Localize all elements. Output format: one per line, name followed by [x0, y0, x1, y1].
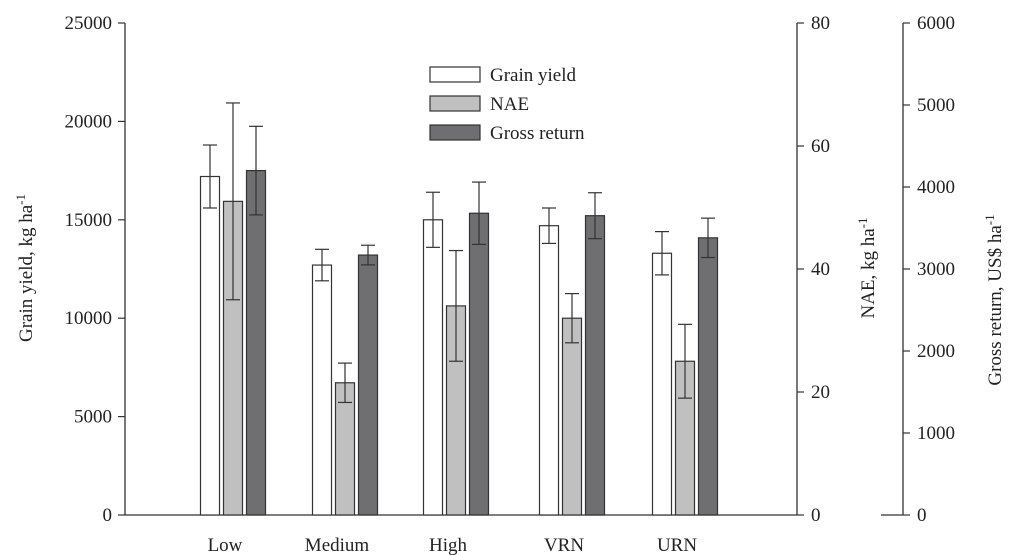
- bar: [651, 252, 673, 516]
- gross-tick-label: 0: [917, 505, 927, 526]
- error-bar: [565, 293, 579, 344]
- bar: [245, 170, 267, 516]
- error-bar: [472, 181, 486, 245]
- x-tick-label: VRN: [544, 535, 584, 556]
- gross-tick-label: 4000: [917, 177, 955, 198]
- error-bar: [361, 244, 375, 266]
- left-tick-label: 25000: [65, 13, 113, 34]
- gross-tick-label: 3000: [917, 259, 955, 280]
- error-bar: [542, 207, 556, 245]
- error-bar: [449, 249, 463, 362]
- nae-tick-label: 40: [811, 259, 830, 280]
- legend-label: Grain yield: [490, 65, 577, 86]
- gross-tick-label: 6000: [917, 13, 955, 34]
- bar: [468, 212, 490, 516]
- bar: [697, 237, 719, 516]
- bar: [357, 254, 379, 516]
- left-axis-title: Grain yield, kg ha-1: [13, 194, 38, 342]
- nae-tick-label: 20: [811, 382, 830, 403]
- bars-layer: [199, 102, 719, 516]
- x-tick-label: Low: [208, 535, 243, 556]
- error-bar: [588, 192, 602, 240]
- x-tick-label: URN: [657, 535, 697, 556]
- nae-tick-label: 60: [811, 136, 830, 157]
- nae-axis-title: NAE, kg ha-1: [855, 217, 880, 318]
- bar: [311, 264, 333, 516]
- x-tick-label: Medium: [305, 535, 370, 556]
- error-bar: [701, 217, 715, 259]
- x-tick-label: High: [429, 535, 468, 556]
- bar: [561, 317, 583, 516]
- legend-swatch: [429, 66, 481, 83]
- bar: [584, 215, 606, 516]
- legend-swatch: [429, 95, 481, 112]
- gross-tick-label: 1000: [917, 423, 955, 444]
- gross-tick-label: 5000: [917, 95, 955, 116]
- left-tick-label: 0: [103, 505, 113, 526]
- error-bar: [426, 191, 440, 248]
- left-tick-label: 20000: [65, 111, 113, 132]
- legend-label: NAE: [490, 94, 529, 115]
- gross-axis-title: Gross return, US$ ha-1: [982, 214, 1007, 385]
- bar: [422, 219, 444, 516]
- error-bar: [203, 144, 217, 209]
- error-bar: [678, 323, 692, 399]
- left-tick-label: 10000: [65, 308, 113, 329]
- legend: Grain yield NAE Gross return: [429, 65, 585, 144]
- legend-swatch: [429, 124, 481, 141]
- error-bar: [655, 231, 669, 276]
- nae-tick-label: 80: [811, 13, 830, 34]
- nae-tick-label: 0: [811, 505, 821, 526]
- bar: [538, 225, 560, 516]
- bar: [199, 175, 221, 516]
- error-bar: [226, 102, 240, 301]
- error-bar: [338, 362, 352, 404]
- left-tick-label: 5000: [74, 407, 112, 428]
- error-bar: [315, 248, 329, 282]
- legend-label: Gross return: [490, 123, 585, 144]
- gross-tick-label: 2000: [917, 341, 955, 362]
- left-tick-label: 15000: [65, 210, 113, 231]
- error-bar: [249, 125, 263, 216]
